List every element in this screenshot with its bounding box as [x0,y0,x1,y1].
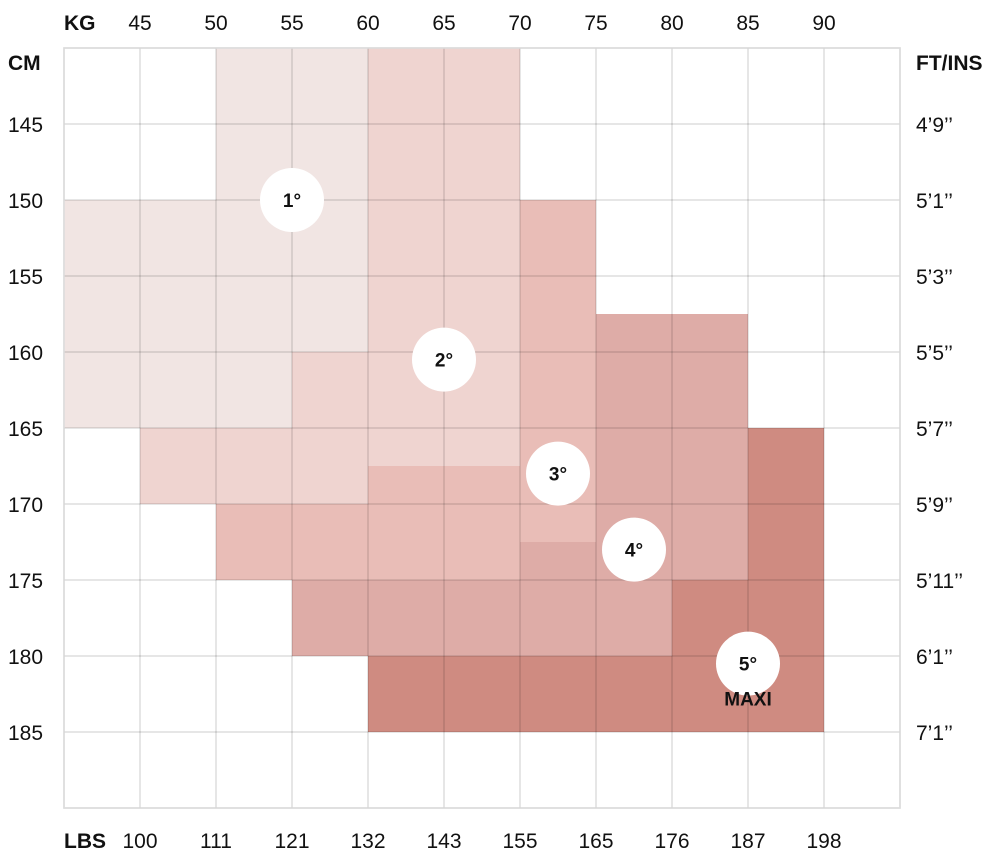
size-1-label: 1° [283,191,301,212]
x-bottom-tick: 100 [122,830,157,853]
x-bottom-tick: 111 [200,830,232,853]
x-top-tick: 70 [508,12,531,35]
x-top-tick: 90 [812,12,835,35]
size-3-badge [526,441,590,506]
x-bottom-tick: 132 [350,830,385,853]
grid-lines [63,47,901,809]
size-regions [63,47,901,809]
x-bottom-tick: 143 [426,830,461,853]
y-right-tick: 6’1’’ [916,646,953,669]
y-right-tick: 4’9’’ [916,114,953,137]
x-top-tick: 85 [736,12,759,35]
x-bottom-tick: 165 [578,830,613,853]
size-3-label: 3° [549,465,567,486]
size-4-label: 4° [625,541,643,562]
y-left-tick: 175 [8,570,43,593]
size-1-region [64,352,292,428]
y-left-tick: 155 [8,266,43,289]
y-left-tick: 170 [8,494,43,517]
x-bottom-tick: 176 [654,830,689,853]
x-bottom-tick: 121 [274,830,309,853]
x-bottom-tick: 198 [806,830,841,853]
x-top-tick: 80 [660,12,683,35]
size-4-region [520,542,596,580]
size-1-region [64,200,368,352]
size-5-label: 5° [739,655,757,676]
y-left-tick: 165 [8,418,43,441]
y-right-tick: 5’9’’ [916,494,953,517]
y-left-tick: 150 [8,190,43,213]
size-labels: 1° 2° 3° 4° 5° MAXI [260,168,780,711]
y-left-axis-label: CM [8,52,41,75]
y-right-tick: 5’7’’ [916,418,953,441]
size-4-region [292,580,672,656]
y-left-tick: 160 [8,342,43,365]
size-5-region [368,656,748,732]
y-left-tick: 185 [8,722,43,745]
x-top-tick: 50 [204,12,227,35]
size-2-region [292,352,368,428]
x-top-axis-label: KG [64,12,96,35]
size-5-badge [716,631,780,696]
x-top-tick: 45 [128,12,151,35]
y-left-tick: 145 [8,114,43,137]
y-right-tick: 5’1’’ [916,190,953,213]
y-right-tick: 7’1’’ [916,722,953,745]
y-right-axis-label: FT/INS [916,52,983,75]
x-top-tick: 65 [432,12,455,35]
size-4-badge [602,517,666,582]
size-3-region [216,504,520,580]
y-right-tick: 5’3’’ [916,266,953,289]
x-top-tick: 75 [584,12,607,35]
axis-ticks: KG LBS CM FT/INS 45 50 55 60 65 70 75 80 85 90 100… [8,12,983,853]
size-2-region [140,428,368,504]
x-top-tick: 60 [356,12,379,35]
size-2-label: 2° [435,351,453,372]
y-right-tick: 5’5’’ [916,342,953,365]
size-1-badge [260,168,324,232]
x-bottom-tick: 187 [730,830,765,853]
x-top-tick: 55 [280,12,303,35]
x-bottom-tick: 155 [502,830,537,853]
size-2-badge [412,327,476,392]
y-right-tick: 5’11’’ [916,570,963,593]
size-3-region [368,466,520,504]
y-left-tick: 180 [8,646,43,669]
size-5-sublabel: MAXI [724,690,772,711]
size-2-region [368,48,520,466]
x-bottom-axis-label: LBS [64,830,106,853]
plot-border [63,47,901,809]
